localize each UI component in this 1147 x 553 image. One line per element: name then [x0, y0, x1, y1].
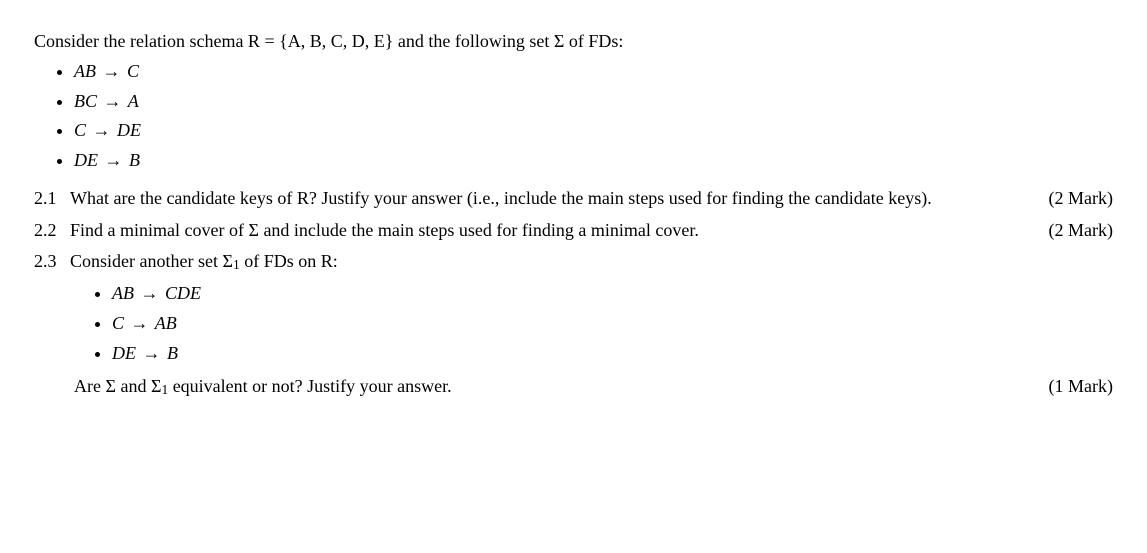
fd-lhs: BC [74, 91, 97, 111]
sigma-symbol: Σ [222, 251, 232, 271]
final-text: Are Σ and Σ1 equivalent or not? Justify … [74, 376, 452, 396]
problem-intro: Consider the relation schema R = {A, B, … [34, 30, 1113, 54]
question-number: 2.3 [34, 250, 70, 274]
question-2-3: 2.3Consider another set Σ1 of FDs on R: [34, 250, 1113, 274]
arrow-icon: → [101, 61, 123, 81]
subscript: 1 [233, 257, 240, 272]
fd-item: AB → CDE [112, 282, 1113, 306]
mark-label: (1 Mark) [1049, 375, 1113, 399]
arrow-icon: → [91, 120, 113, 140]
fd-rhs: B [167, 343, 178, 363]
arrow-icon: → [129, 313, 151, 333]
fd-item: BC → A [74, 90, 1113, 114]
question-2-2: (2 Mark) 2.2Find a minimal cover of Σ an… [34, 219, 1113, 243]
final-suffix: equivalent or not? Justify your answer. [168, 376, 451, 396]
question-2-3-body: AB → CDE C → AB DE → B (1 Mark) Are Σ an… [34, 282, 1113, 399]
question-number: 2.1 [34, 187, 70, 211]
fd-item: DE → B [74, 149, 1113, 173]
question-text: What are the candidate keys of R? Justif… [70, 188, 932, 208]
mark-label: (2 Mark) [1049, 219, 1113, 243]
final-prefix: Are Σ and [74, 376, 151, 396]
arrow-icon: → [103, 150, 125, 170]
fd-item: AB → C [74, 60, 1113, 84]
fd-list: AB → C BC → A C → DE DE → B [34, 60, 1113, 173]
fd-rhs: C [127, 61, 139, 81]
fd-lhs: C [74, 120, 86, 140]
sigma-symbol: Σ [151, 376, 161, 396]
fd-lhs: C [112, 313, 124, 333]
question-text: Find a minimal cover of Σ and include th… [70, 220, 699, 240]
question-intro: Consider another set Σ1 of FDs on R: [70, 251, 338, 271]
question-2-3-final: (1 Mark) Are Σ and Σ1 equivalent or not?… [74, 375, 1113, 399]
fd-lhs: AB [74, 61, 96, 81]
fd-list-sigma1: AB → CDE C → AB DE → B [74, 282, 1113, 365]
fd-item: C → AB [112, 312, 1113, 336]
question-2-1: (2 Mark) 2.1What are the candidate keys … [34, 187, 1113, 211]
fd-rhs: DE [117, 120, 141, 140]
arrow-icon: → [102, 91, 124, 111]
fd-item: DE → B [112, 342, 1113, 366]
fd-rhs: A [128, 91, 139, 111]
question-number: 2.2 [34, 219, 70, 243]
fd-rhs: CDE [165, 283, 201, 303]
fd-lhs: DE [112, 343, 136, 363]
intro-suffix: of FDs on R: [240, 251, 338, 271]
fd-rhs: AB [155, 313, 177, 333]
fd-item: C → DE [74, 119, 1113, 143]
fd-rhs: B [129, 150, 140, 170]
mark-label: (2 Mark) [1049, 187, 1113, 211]
fd-lhs: AB [112, 283, 134, 303]
arrow-icon: → [141, 343, 163, 363]
intro-prefix: Consider another set [70, 251, 222, 271]
fd-lhs: DE [74, 150, 98, 170]
arrow-icon: → [139, 283, 161, 303]
